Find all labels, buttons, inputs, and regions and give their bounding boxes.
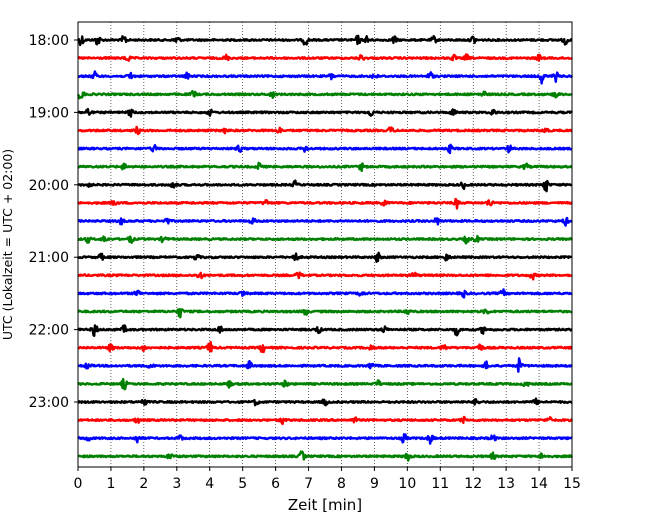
seismogram-trace	[77, 307, 573, 319]
x-tick-label: 15	[563, 476, 581, 492]
y-tick-label: 18:00	[29, 33, 69, 49]
x-tick-label: 7	[304, 476, 313, 492]
plot-frame	[77, 21, 573, 468]
seismogram-trace	[77, 53, 573, 62]
seismogram-trace	[76, 89, 573, 100]
x-tick-label: 12	[464, 476, 482, 492]
seismogram-trace	[77, 415, 574, 426]
y-axis-ticks: 18:00 19:00 20:00 21:00 22:00 23:00	[29, 33, 78, 411]
seismogram-trace	[77, 340, 573, 354]
x-tick-label: 2	[139, 476, 148, 492]
x-tick-label: 13	[497, 476, 515, 492]
y-tick-label: 19:00	[29, 105, 69, 121]
seismogram-trace	[77, 357, 573, 373]
seismogram-trace	[77, 251, 573, 263]
y-tick-label: 20:00	[29, 178, 69, 194]
seismogram-trace	[77, 179, 573, 193]
seismogram-trace	[77, 234, 573, 245]
seismogram-trace	[77, 450, 573, 462]
seismogram-trace	[77, 143, 573, 155]
seismogram-trace	[77, 161, 573, 173]
seismogram-trace	[77, 70, 574, 85]
x-tick-label: 14	[530, 476, 548, 492]
x-tick-label: 6	[271, 476, 280, 492]
x-tick-label: 11	[431, 476, 449, 492]
seismogram-trace	[77, 216, 573, 227]
seismogram-trace	[77, 433, 573, 445]
x-axis-label: Zeit [min]	[288, 496, 362, 514]
seismogram-trace	[77, 377, 573, 391]
x-tick-label: 1	[106, 476, 115, 492]
seismogram-trace	[77, 107, 573, 118]
trace-group	[76, 34, 574, 462]
seismogram-trace	[77, 397, 573, 407]
x-tick-label: 3	[172, 476, 181, 492]
x-tick-label: 8	[337, 476, 346, 492]
y-tick-label: 22:00	[29, 323, 69, 339]
y-tick-label: 23:00	[29, 395, 69, 411]
x-tick-label: 5	[238, 476, 247, 492]
y-axis-label: UTC (Lokalzeit = UTC + 02:00)	[0, 149, 15, 340]
seismogram-trace	[76, 34, 573, 47]
x-tick-label: 9	[370, 476, 379, 492]
seismogram-trace	[77, 197, 573, 210]
y-tick-label: 21:00	[29, 250, 69, 266]
vertical-grid	[110, 22, 540, 467]
seismogram-trace	[77, 125, 573, 136]
x-tick-label: 0	[74, 476, 83, 492]
x-tick-label: 10	[398, 476, 416, 492]
x-axis-ticks: 0 1 2 3 4 5 6 7 8 9 10 11 12 13 14 15	[74, 467, 581, 492]
seismogram-trace	[77, 271, 573, 281]
seismogram-trace	[77, 288, 573, 299]
seismogram-trace	[76, 324, 573, 337]
x-tick-label: 4	[205, 476, 214, 492]
